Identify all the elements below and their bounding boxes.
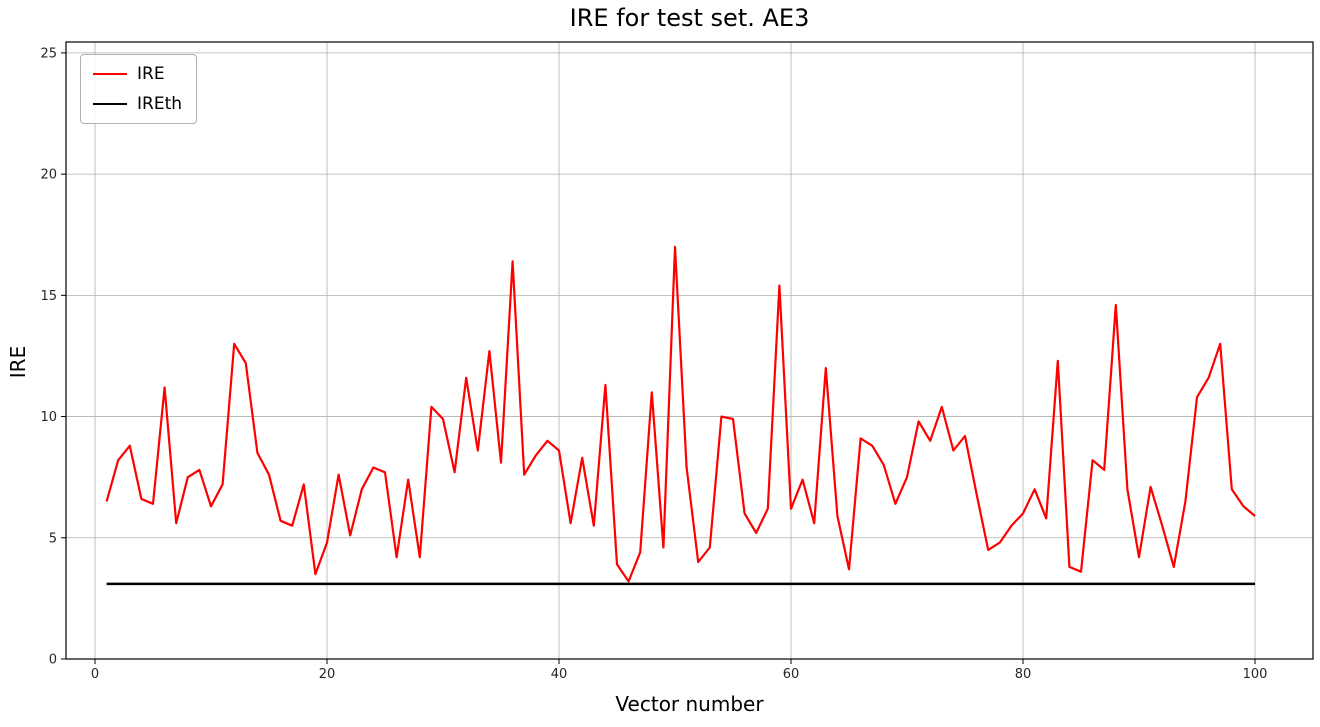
x-tick-label: 40: [551, 667, 568, 682]
x-tick-label: 100: [1243, 667, 1268, 682]
legend-label-ire: IRE: [137, 64, 165, 84]
x-axis-label: Vector number: [615, 692, 764, 716]
ire-line-swatch: [93, 73, 127, 75]
axes-border: [65, 41, 1314, 660]
y-tick-label: 5: [49, 531, 57, 546]
axis-ticks: 0 20 40 60 80 100 0 5 10 15 20 25: [40, 46, 1267, 682]
y-axis-label: IRE: [6, 345, 30, 379]
x-tick-label: 60: [783, 667, 800, 682]
y-tick-label: 0: [49, 653, 57, 668]
y-tick-label: 25: [40, 46, 57, 61]
x-tick-label: 0: [91, 667, 99, 682]
chart-title: IRE for test set. AE3: [569, 4, 810, 32]
y-tick-label: 20: [40, 168, 57, 183]
y-tick-label: 10: [40, 410, 57, 425]
legend-item-ireth: IREth: [93, 94, 182, 114]
y-tick-label: 15: [40, 289, 57, 304]
legend-item-ire: IRE: [93, 64, 182, 84]
gridlines: [66, 42, 1313, 660]
legend-label-ireth: IREth: [137, 94, 183, 114]
ireth-line-swatch: [93, 103, 127, 105]
x-tick-label: 80: [1015, 667, 1032, 682]
legend: IRE IREth: [80, 54, 198, 124]
x-tick-label: 20: [319, 667, 336, 682]
ire-line: [105, 245, 1256, 583]
